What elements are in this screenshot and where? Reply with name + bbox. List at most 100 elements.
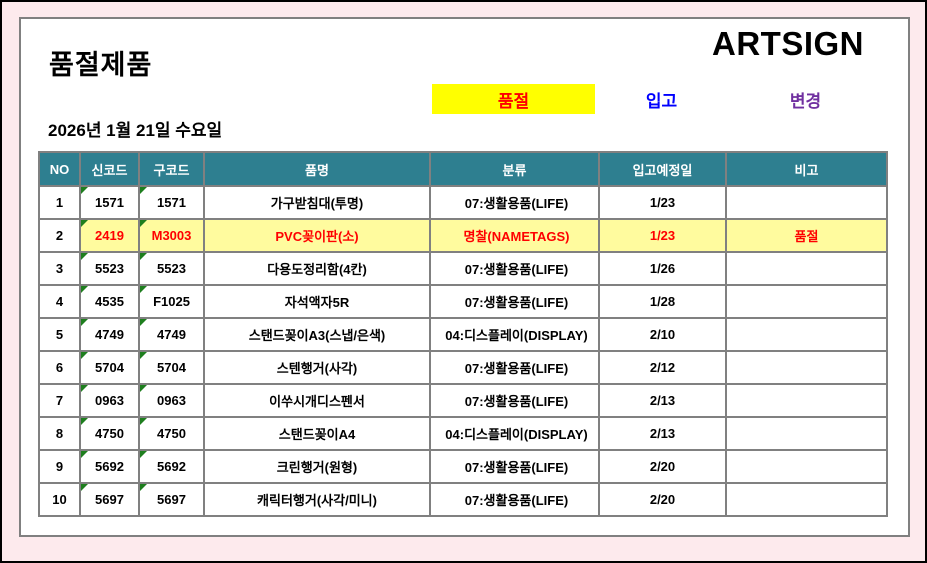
- cell-eta: 1/26: [598, 251, 727, 286]
- report-date: 2026년 1월 21일 수요일: [48, 121, 223, 140]
- cell-note: [725, 416, 888, 451]
- col-header-new-code: 신코드: [79, 151, 140, 187]
- cell-product-name: 자석액자5R: [203, 284, 431, 319]
- cell-old-code: M3003: [138, 218, 205, 253]
- cell-category: 07:생활용품(LIFE): [429, 449, 600, 484]
- cell-eta: 2/10: [598, 317, 727, 352]
- col-header-note: 비고: [725, 151, 888, 187]
- cell-note: [725, 251, 888, 286]
- cell-no: 8: [38, 416, 81, 451]
- cell-corner-flag-icon: [141, 254, 147, 260]
- cell-category: 07:생활용품(LIFE): [429, 350, 600, 385]
- cell-corner-flag-icon: [141, 452, 147, 458]
- cell-product-name: 스탠드꽂이A4: [203, 416, 431, 451]
- cell-product-name: 스텐행거(사각): [203, 350, 431, 385]
- cell-note: [725, 350, 888, 385]
- table-row: 5 4749 4749 스탠드꽂이A3(스냅/은색) 04:디스플레이(DISP…: [38, 317, 888, 352]
- cell-product-name: 스탠드꽂이A3(스냅/은색): [203, 317, 431, 352]
- col-header-product-name: 품명: [203, 151, 431, 187]
- cell-note: [725, 284, 888, 319]
- cell-corner-flag-icon: [141, 386, 147, 392]
- cell-eta: 2/12: [598, 350, 727, 385]
- cell-product-name: 이쑤시개디스펜서: [203, 383, 431, 418]
- table-row: 1 1571 1571 가구받침대(투명) 07:생활용품(LIFE) 1/23: [38, 185, 888, 220]
- cell-corner-flag-icon: [82, 188, 88, 194]
- cell-category: 명찰(NAMETAGS): [429, 218, 600, 253]
- cell-new-code: 5704: [79, 350, 140, 385]
- sheet-content-area: 품절제품 ARTSIGN 품절 입고 변경 2026년 1월 21일 수요일 N…: [19, 17, 910, 537]
- brand-logo: ARTSIGN: [712, 25, 864, 62]
- cell-corner-flag-icon: [82, 419, 88, 425]
- cell-product-name: 캐릭터행거(사각/미니): [203, 482, 431, 517]
- cell-corner-flag-icon: [141, 287, 147, 293]
- cell-note: [725, 185, 888, 220]
- cell-old-code: 4749: [138, 317, 205, 352]
- cell-eta: 1/23: [598, 185, 727, 220]
- cell-old-code: 1571: [138, 185, 205, 220]
- cell-product-name: 다용도정리함(4칸): [203, 251, 431, 286]
- cell-new-code: 4535: [79, 284, 140, 319]
- cell-eta: 2/20: [598, 482, 727, 517]
- cell-corner-flag-icon: [82, 485, 88, 491]
- cell-old-code: F1025: [138, 284, 205, 319]
- table-row: 9 5692 5692 크린행거(원형) 07:생활용품(LIFE) 2/20: [38, 449, 888, 484]
- cell-no: 5: [38, 317, 81, 352]
- table-row: 2 2419 M3003 PVC꽂이판(소) 명찰(NAMETAGS) 1/23…: [38, 218, 888, 253]
- cell-eta: 2/20: [598, 449, 727, 484]
- cell-no: 9: [38, 449, 81, 484]
- cell-corner-flag-icon: [141, 353, 147, 359]
- cell-new-code: 0963: [79, 383, 140, 418]
- cell-category: 04:디스플레이(DISPLAY): [429, 317, 600, 352]
- cell-corner-flag-icon: [82, 320, 88, 326]
- cell-corner-flag-icon: [141, 221, 147, 227]
- cell-corner-flag-icon: [82, 386, 88, 392]
- table-row: 4 4535 F1025 자석액자5R 07:생활용품(LIFE) 1/28: [38, 284, 888, 319]
- cell-new-code: 5697: [79, 482, 140, 517]
- legend-incoming-label: 입고: [645, 91, 678, 111]
- cell-category: 04:디스플레이(DISPLAY): [429, 416, 600, 451]
- page-title: 품절제품: [49, 50, 153, 80]
- cell-eta: 1/28: [598, 284, 727, 319]
- cell-eta: 2/13: [598, 416, 727, 451]
- cell-category: 07:생활용품(LIFE): [429, 185, 600, 220]
- cell-product-name: 가구받침대(투명): [203, 185, 431, 220]
- cell-category: 07:생활용품(LIFE): [429, 383, 600, 418]
- cell-corner-flag-icon: [141, 188, 147, 194]
- cell-no: 6: [38, 350, 81, 385]
- table-row: 7 0963 0963 이쑤시개디스펜서 07:생활용품(LIFE) 2/13: [38, 383, 888, 418]
- cell-no: 4: [38, 284, 81, 319]
- cell-product-name: 크린행거(원형): [203, 449, 431, 484]
- col-header-old-code: 구코드: [138, 151, 205, 187]
- cell-category: 07:생활용품(LIFE): [429, 284, 600, 319]
- cell-old-code: 4750: [138, 416, 205, 451]
- cell-old-code: 5704: [138, 350, 205, 385]
- cell-eta: 2/13: [598, 383, 727, 418]
- cell-no: 2: [38, 218, 81, 253]
- cell-corner-flag-icon: [82, 353, 88, 359]
- cell-old-code: 5692: [138, 449, 205, 484]
- cell-note: [725, 449, 888, 484]
- col-header-eta: 입고예정일: [598, 151, 727, 187]
- cell-new-code: 4749: [79, 317, 140, 352]
- cell-new-code: 5692: [79, 449, 140, 484]
- table-row: 8 4750 4750 스탠드꽂이A4 04:디스플레이(DISPLAY) 2/…: [38, 416, 888, 451]
- cell-note: [725, 383, 888, 418]
- table-row: 6 5704 5704 스텐행거(사각) 07:생활용품(LIFE) 2/12: [38, 350, 888, 385]
- table-row: 10 5697 5697 캐릭터행거(사각/미니) 07:생활용품(LIFE) …: [38, 482, 888, 517]
- col-header-no: NO: [38, 151, 81, 187]
- cell-corner-flag-icon: [141, 320, 147, 326]
- legend-changed-label: 변경: [789, 91, 822, 111]
- cell-note: [725, 482, 888, 517]
- cell-no: 10: [38, 482, 81, 517]
- cell-note: [725, 317, 888, 352]
- cell-new-code: 4750: [79, 416, 140, 451]
- cell-new-code: 2419: [79, 218, 140, 253]
- cell-old-code: 5523: [138, 251, 205, 286]
- legend-soldout-badge: 품절: [432, 84, 595, 114]
- cell-category: 07:생활용품(LIFE): [429, 482, 600, 517]
- cell-corner-flag-icon: [82, 221, 88, 227]
- table-row: 3 5523 5523 다용도정리함(4칸) 07:생활용품(LIFE) 1/2…: [38, 251, 888, 286]
- table-header-row: NO 신코드 구코드 품명 분류 입고예정일 비고: [38, 151, 888, 187]
- cell-new-code: 5523: [79, 251, 140, 286]
